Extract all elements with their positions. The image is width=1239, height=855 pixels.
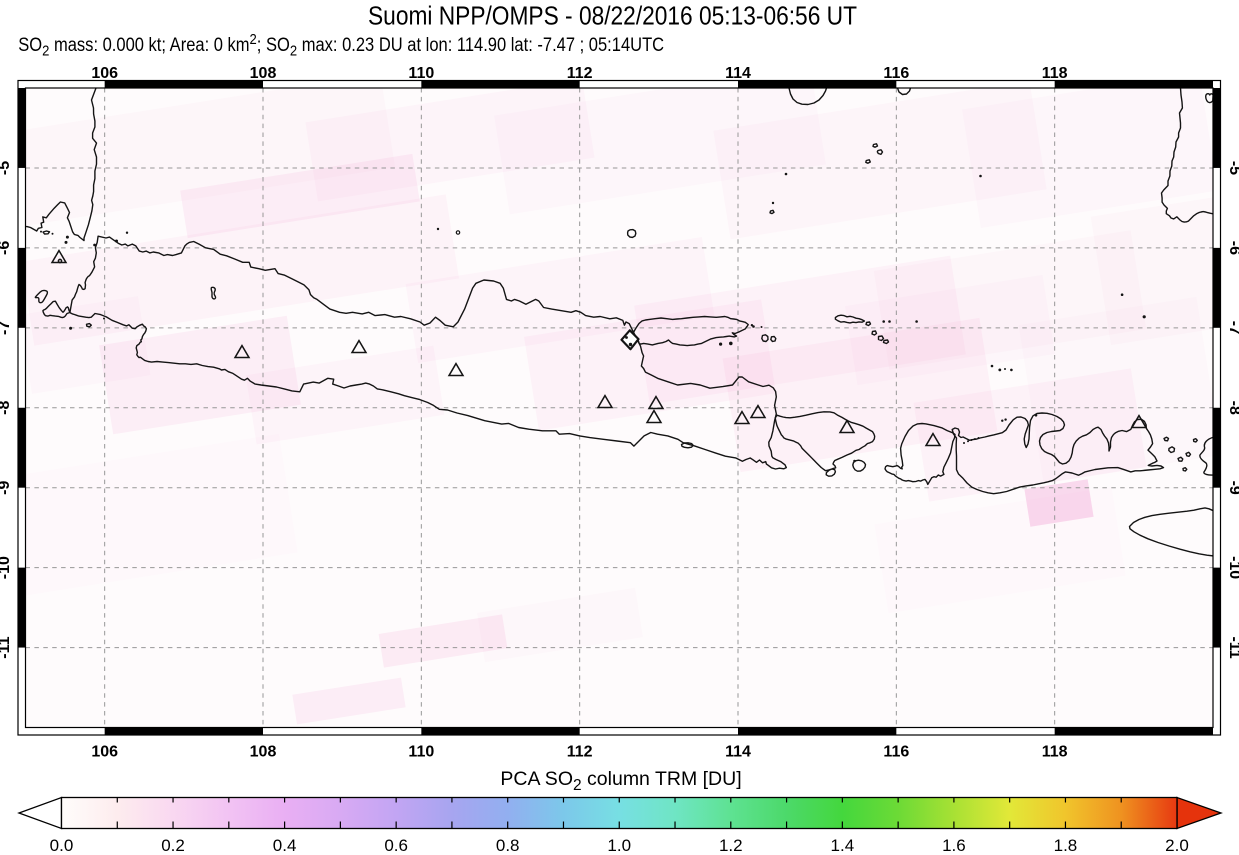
- svg-text:SO2 mass: 0.000 kt; Area: 0 km: SO2 mass: 0.000 kt; Area: 0 km2; SO2 max…: [18, 30, 664, 59]
- svg-text:-8: -8: [0, 401, 13, 415]
- svg-text:118: 118: [1042, 744, 1068, 761]
- svg-text:-9: -9: [0, 480, 13, 494]
- svg-text:-10: -10: [0, 556, 13, 579]
- svg-text:Suomi NPP/OMPS - 08/22/2016 05: Suomi NPP/OMPS - 08/22/2016 05:13-06:56 …: [368, 2, 857, 31]
- svg-text:112: 112: [567, 744, 593, 761]
- svg-text:118: 118: [1042, 65, 1068, 82]
- svg-text:-7: -7: [1226, 321, 1239, 335]
- svg-text:-5: -5: [0, 161, 13, 175]
- svg-text:110: 110: [408, 65, 434, 82]
- svg-text:1.0: 1.0: [607, 836, 631, 855]
- svg-text:-5: -5: [1226, 161, 1239, 175]
- svg-text:114: 114: [725, 65, 751, 82]
- svg-text:112: 112: [567, 65, 593, 82]
- svg-text:1.8: 1.8: [1054, 836, 1078, 855]
- svg-text:106: 106: [91, 65, 118, 82]
- svg-text:108: 108: [250, 744, 277, 761]
- svg-text:0.2: 0.2: [161, 836, 185, 855]
- svg-text:-6: -6: [1226, 241, 1239, 255]
- svg-text:1.6: 1.6: [942, 836, 966, 855]
- svg-text:116: 116: [883, 65, 909, 82]
- svg-text:0.8: 0.8: [496, 836, 520, 855]
- svg-text:PCA SO2 column TRM [DU]: PCA SO2 column TRM [DU]: [500, 768, 741, 794]
- svg-text:2.0: 2.0: [1165, 836, 1189, 855]
- svg-text:106: 106: [91, 744, 118, 761]
- svg-text:108: 108: [250, 65, 277, 82]
- svg-text:0.6: 0.6: [384, 836, 408, 855]
- svg-text:-7: -7: [0, 321, 13, 335]
- svg-text:-9: -9: [1226, 481, 1239, 495]
- svg-text:0.4: 0.4: [273, 836, 297, 855]
- svg-text:116: 116: [883, 744, 909, 761]
- svg-text:0.0: 0.0: [50, 836, 74, 855]
- svg-text:-11: -11: [0, 636, 13, 658]
- svg-text:1.4: 1.4: [831, 836, 855, 855]
- svg-text:110: 110: [408, 744, 434, 761]
- svg-text:-8: -8: [1226, 401, 1239, 415]
- svg-text:-11: -11: [1226, 636, 1239, 658]
- svg-text:-10: -10: [1226, 556, 1239, 579]
- svg-text:-6: -6: [0, 241, 13, 255]
- svg-text:1.2: 1.2: [719, 836, 743, 855]
- svg-text:114: 114: [725, 744, 751, 761]
